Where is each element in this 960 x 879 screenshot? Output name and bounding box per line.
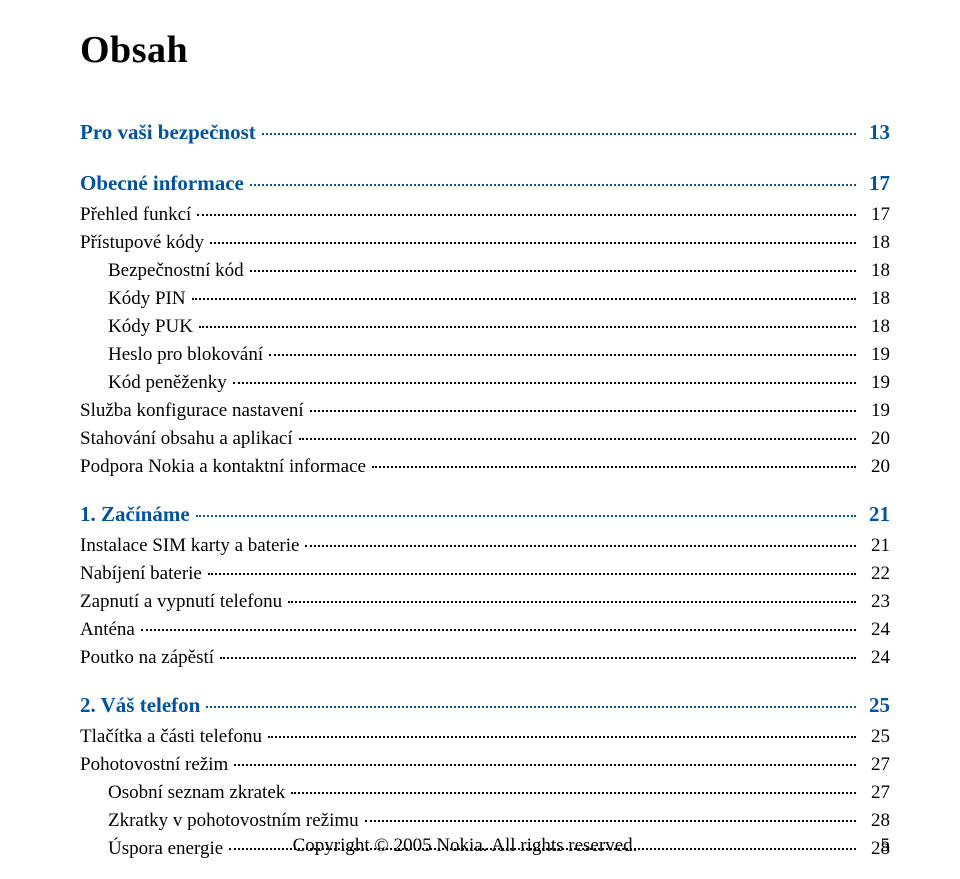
toc-entry: Pohotovostní režim 27 [80, 754, 890, 776]
toc-entry: Osobní seznam zkratek 27 [80, 782, 890, 804]
toc-page-number: 21 [862, 502, 890, 527]
toc-entry: Přehled funkcí 17 [80, 204, 890, 226]
toc-entry: Anténa 24 [80, 619, 890, 641]
toc-page-number: 19 [862, 372, 890, 394]
toc-page-number: 20 [862, 428, 890, 450]
toc-entry: Pro vaši bezpečnost 13 [80, 120, 890, 145]
toc-leader-dots [206, 706, 856, 708]
toc-page-number: 27 [862, 782, 890, 804]
toc-entry: Zapnutí a vypnutí telefonu 23 [80, 591, 890, 613]
toc-leader-dots [192, 298, 856, 300]
toc-label: Kód peněženky [108, 372, 227, 394]
table-of-contents: Pro vaši bezpečnost13Obecné informace17P… [80, 120, 890, 860]
toc-label: Pro vaši bezpečnost [80, 120, 256, 145]
toc-label: Obecné informace [80, 171, 244, 196]
toc-leader-dots [262, 133, 856, 135]
toc-label: Kódy PUK [108, 316, 193, 338]
toc-entry: 2. Váš telefon 25 [80, 693, 890, 718]
toc-label: Zkratky v pohotovostním režimu [108, 810, 359, 832]
toc-label: Podpora Nokia a kontaktní informace [80, 456, 366, 478]
toc-page-number: 13 [862, 120, 890, 145]
toc-leader-dots [199, 326, 856, 328]
toc-entry: Podpora Nokia a kontaktní informace 20 [80, 456, 890, 478]
toc-entry: Stahování obsahu a aplikací 20 [80, 428, 890, 450]
toc-label: 2. Váš telefon [80, 693, 200, 718]
toc-label: Zapnutí a vypnutí telefonu [80, 591, 282, 613]
toc-label: Přehled funkcí [80, 204, 191, 226]
toc-page-number: 19 [862, 400, 890, 422]
toc-label: Stahování obsahu a aplikací [80, 428, 293, 450]
page-title: Obsah [80, 28, 890, 72]
toc-entry: Obecné informace 17 [80, 171, 890, 196]
page-number: 5 [850, 835, 890, 857]
footer: Copyright © 2005 Nokia. All rights reser… [80, 835, 890, 857]
toc-page-number: 17 [862, 171, 890, 196]
toc-leader-dots [291, 792, 856, 794]
toc-leader-dots [299, 438, 856, 440]
toc-leader-dots [288, 601, 856, 603]
toc-leader-dots [250, 270, 856, 272]
toc-leader-dots [310, 410, 856, 412]
toc-label: Bezpečnostní kód [108, 260, 244, 282]
toc-page-number: 20 [862, 456, 890, 478]
toc-entry: Poutko na zápěstí 24 [80, 647, 890, 669]
toc-leader-dots [220, 657, 856, 659]
toc-page-number: 17 [862, 204, 890, 226]
toc-label: Heslo pro blokování [108, 344, 263, 366]
toc-page-number: 18 [862, 288, 890, 310]
toc-entry: 1. Začínáme 21 [80, 502, 890, 527]
toc-entry: Přístupové kódy 18 [80, 232, 890, 254]
toc-page-number: 25 [862, 693, 890, 718]
toc-label: Instalace SIM karty a baterie [80, 535, 299, 557]
toc-entry: Instalace SIM karty a baterie 21 [80, 535, 890, 557]
copyright-text: Copyright © 2005 Nokia. All rights reser… [80, 835, 850, 857]
toc-page-number: 25 [862, 726, 890, 748]
toc-leader-dots [268, 736, 856, 738]
toc-page-number: 18 [862, 260, 890, 282]
toc-page-number: 28 [862, 810, 890, 832]
toc-page-number: 18 [862, 232, 890, 254]
toc-leader-dots [208, 573, 856, 575]
toc-entry: Tlačítka a části telefonu 25 [80, 726, 890, 748]
toc-label: Anténa [80, 619, 135, 641]
toc-leader-dots [372, 466, 856, 468]
toc-page-number: 23 [862, 591, 890, 613]
toc-leader-dots [141, 629, 856, 631]
toc-entry: Nabíjení baterie 22 [80, 563, 890, 585]
toc-label: Pohotovostní režim [80, 754, 228, 776]
toc-page-number: 21 [862, 535, 890, 557]
toc-label: Přístupové kódy [80, 232, 204, 254]
toc-label: Osobní seznam zkratek [108, 782, 285, 804]
toc-page-number: 22 [862, 563, 890, 585]
toc-label: Tlačítka a části telefonu [80, 726, 262, 748]
toc-entry: Služba konfigurace nastavení 19 [80, 400, 890, 422]
toc-entry: Kódy PUK 18 [80, 316, 890, 338]
toc-leader-dots [250, 184, 856, 186]
toc-page-number: 24 [862, 647, 890, 669]
toc-leader-dots [210, 242, 856, 244]
toc-entry: Kód peněženky 19 [80, 372, 890, 394]
toc-leader-dots [197, 214, 856, 216]
toc-label: Nabíjení baterie [80, 563, 202, 585]
toc-label: Kódy PIN [108, 288, 186, 310]
page: Obsah Pro vaši bezpečnost 13 Obecné inform… [0, 0, 960, 879]
toc-leader-dots [269, 354, 856, 356]
toc-entry: Heslo pro blokování 19 [80, 344, 890, 366]
toc-entry: Bezpečnostní kód 18 [80, 260, 890, 282]
toc-page-number: 27 [862, 754, 890, 776]
toc-page-number: 24 [862, 619, 890, 641]
toc-leader-dots [305, 545, 856, 547]
toc-page-number: 19 [862, 344, 890, 366]
toc-page-number: 18 [862, 316, 890, 338]
toc-entry: Zkratky v pohotovostním režimu 28 [80, 810, 890, 832]
toc-label: 1. Začínáme [80, 502, 190, 527]
toc-leader-dots [234, 764, 856, 766]
toc-entry: Kódy PIN 18 [80, 288, 890, 310]
toc-label: Služba konfigurace nastavení [80, 400, 304, 422]
toc-leader-dots [196, 515, 856, 517]
toc-label: Poutko na zápěstí [80, 647, 214, 669]
toc-leader-dots [233, 382, 856, 384]
toc-leader-dots [365, 820, 856, 822]
